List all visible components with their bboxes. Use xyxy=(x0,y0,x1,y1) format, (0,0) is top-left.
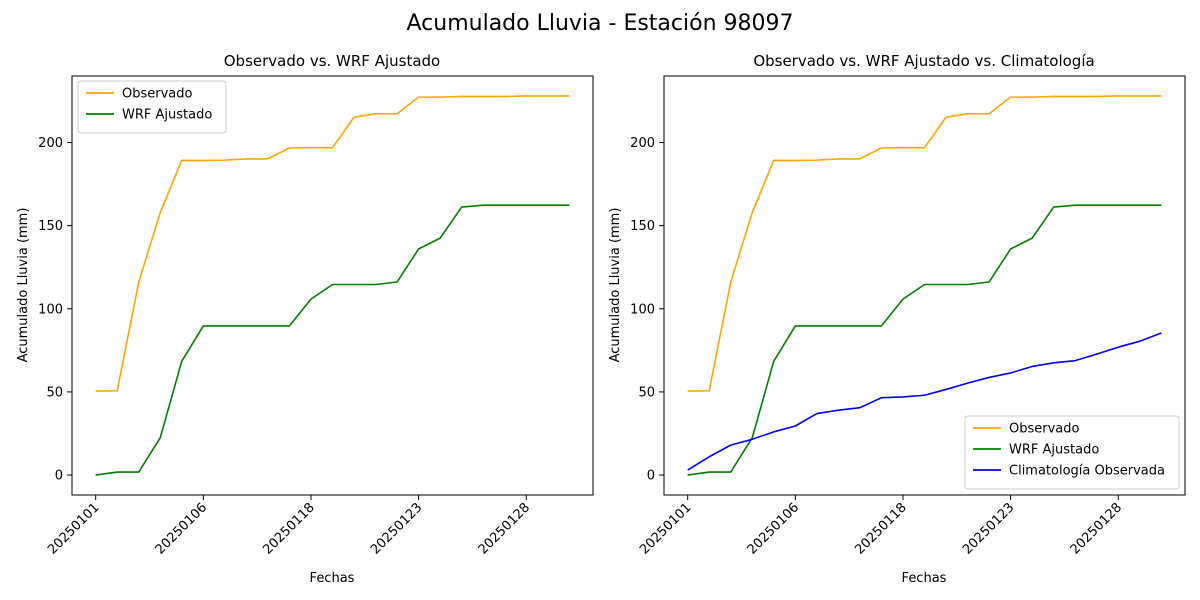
x-tick-label: 20250128 xyxy=(476,500,533,557)
plot-frame xyxy=(663,75,1186,496)
legend-label: Observado xyxy=(1009,422,1080,437)
legend-box xyxy=(77,80,227,134)
x-tick-label: 20250101 xyxy=(637,500,694,557)
x-tick-label: 20250123 xyxy=(960,500,1017,557)
y-tick-label: 50 xyxy=(46,385,63,400)
y-tick-label: 50 xyxy=(638,385,655,400)
series-line-1 xyxy=(687,95,1162,392)
chart-left-xlabel: Fechas xyxy=(310,571,355,586)
y-tick-label: 0 xyxy=(55,469,63,484)
x-tick-label: 20250118 xyxy=(852,500,909,557)
series-line-3 xyxy=(687,332,1162,471)
x-tick-label: 20250106 xyxy=(745,500,802,557)
legend-label: WRF Ajustado xyxy=(1009,443,1099,458)
chart-left: Observado vs. WRF Ajustado Fechas Acumul… xyxy=(16,52,594,586)
chart-right: Observado vs. WRF Ajustado vs. Climatolo… xyxy=(608,52,1186,586)
y-tick-label: 150 xyxy=(630,219,655,234)
plot-frame xyxy=(71,75,594,496)
x-tick-label: 20250128 xyxy=(1068,500,1125,557)
chart-right-title: Observado vs. WRF Ajustado vs. Climatolo… xyxy=(753,52,1094,70)
legend-label: WRF Ajustado xyxy=(122,108,212,123)
series-line-2 xyxy=(95,204,570,476)
y-tick-label: 200 xyxy=(630,136,655,151)
y-tick-label: 0 xyxy=(647,469,655,484)
legend: Observado WRF Ajustado xyxy=(77,80,227,134)
x-tick-label: 20250118 xyxy=(260,500,317,557)
legend: Observado WRF Ajustado Climatología Observ… xyxy=(964,415,1180,490)
y-tick-label: 150 xyxy=(38,219,63,234)
x-tick-label: 20250101 xyxy=(45,500,102,557)
x-tick-label: 20250106 xyxy=(153,500,210,557)
x-tick-label: 20250123 xyxy=(368,500,425,557)
chart-right-ylabel: Acumulado Lluvia (mm) xyxy=(608,208,623,363)
legend-box xyxy=(964,415,1180,490)
series-line-2 xyxy=(687,204,1162,476)
legend-label: Climatología Observada xyxy=(1009,464,1165,479)
chart-left-title: Observado vs. WRF Ajustado xyxy=(224,52,440,70)
figure-title: Acumulado Lluvia - Estación 98097 xyxy=(407,11,794,36)
y-tick-label: 100 xyxy=(630,302,655,317)
chart-left-ylabel: Acumulado Lluvia (mm) xyxy=(16,208,31,363)
y-tick-label: 100 xyxy=(38,302,63,317)
legend-label: Observado xyxy=(122,87,193,102)
chart-right-xlabel: Fechas xyxy=(902,571,947,586)
y-tick-label: 200 xyxy=(38,136,63,151)
series-line-1 xyxy=(95,95,570,392)
